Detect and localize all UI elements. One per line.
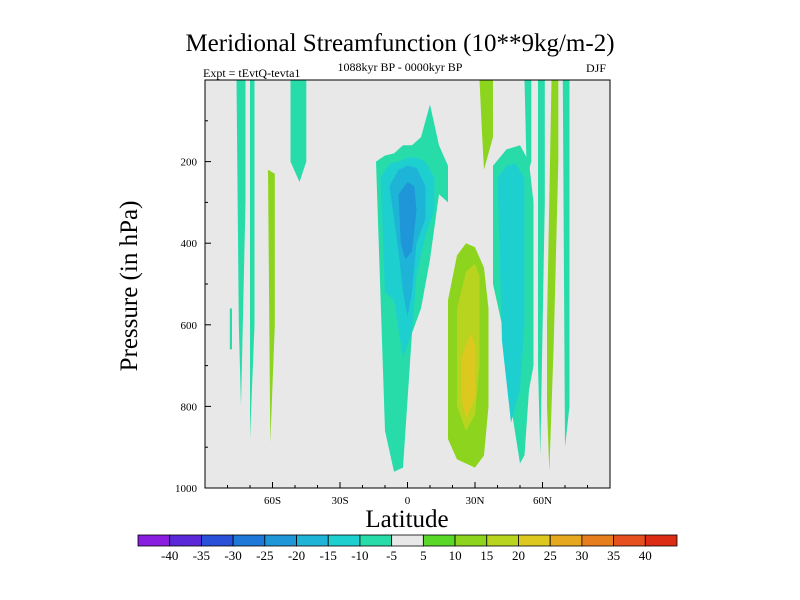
colorbar-box <box>422 534 456 547</box>
x-tick-label: 60S <box>264 495 281 507</box>
contour-nh-far-polar-negative <box>562 80 570 448</box>
colorbar: -40 -35 -30 -25 -20 -15 -10 -5 5 10 15 20 25 30 35 40 <box>137 534 678 563</box>
colorbar-box <box>327 534 361 547</box>
colorbar-label: 20 <box>512 548 525 563</box>
colorbar-label: -30 <box>224 548 241 563</box>
colorbar-box <box>644 534 678 547</box>
colorbar-label: -20 <box>288 548 305 563</box>
colorbar-box <box>581 534 614 547</box>
contour-sh-polar-negative-1 <box>236 80 246 407</box>
x-axis: 60S 30S 0 30N 60N <box>204 482 611 507</box>
colorbar-box <box>486 534 519 547</box>
y-tick-label: 1000 <box>175 483 198 495</box>
colorbar-box <box>613 534 646 547</box>
colorbar-box <box>264 534 297 547</box>
chart-subtitle: 1088kyr BP - 0000kyr BP <box>337 60 463 74</box>
colorbar-box <box>296 534 329 547</box>
colorbar-box <box>518 534 551 547</box>
colorbar-box <box>549 534 583 547</box>
contour-nh-subtropical-negative-core <box>497 163 525 423</box>
season-label: DJF <box>586 61 607 75</box>
colorbar-box <box>359 534 393 547</box>
contour-nh-polar-negative <box>538 80 545 456</box>
y-tick-label: 800 <box>181 401 198 413</box>
colorbar-label: -15 <box>320 548 337 563</box>
contour-sh-upper-negative <box>290 80 307 182</box>
x-tick-label: 30N <box>466 495 485 507</box>
contour-deep-tropical-cell-core3 <box>398 182 417 260</box>
colorbar-label: 35 <box>607 548 620 563</box>
colorbar-label: 30 <box>575 548 588 563</box>
colorbar-label: -25 <box>256 548 273 563</box>
colorbar-box <box>169 534 202 547</box>
colorbar-label: 5 <box>420 548 427 563</box>
colorbar-box <box>391 534 424 547</box>
colorbar-label: 25 <box>544 548 557 563</box>
colorbar-box <box>137 534 171 547</box>
y-tick-label: 200 <box>181 157 198 169</box>
x-tick-label: 30S <box>331 495 348 507</box>
x-axis-label: Latitude <box>365 506 448 533</box>
y-axis: 200 400 600 800 1000 <box>175 120 211 495</box>
contour-sh-polar-negative-2 <box>250 80 255 439</box>
contour-nh-positive-cell-core2 <box>461 333 475 419</box>
chart-title: Meridional Streamfunction (10**9kg/m-2) <box>185 30 615 57</box>
colorbar-label: -35 <box>193 548 210 563</box>
x-tick-label: 60N <box>533 495 552 507</box>
contour-sh-polar-positive <box>268 169 275 444</box>
contour-sh-small-negative <box>229 308 232 350</box>
experiment-label: Expt = tEvtQ-tevta1 <box>203 66 301 80</box>
colorbar-label: 15 <box>480 548 493 563</box>
colorbar-label: -5 <box>386 548 397 563</box>
colorbar-box <box>454 534 488 547</box>
colorbar-label: 40 <box>639 548 652 563</box>
colorbar-box <box>201 534 234 547</box>
x-tick-label: 0 <box>405 495 411 507</box>
colorbar-label: -10 <box>351 548 368 563</box>
contour-nh-polar-positive <box>547 80 559 472</box>
contour-nh-upper-positive <box>479 80 493 170</box>
y-axis-label: Pressure (in hPa) <box>116 201 143 372</box>
colorbar-label: 10 <box>449 548 462 563</box>
contour-nh-upper-negative <box>524 80 532 178</box>
colorbar-label: -40 <box>161 548 178 563</box>
y-tick-label: 400 <box>181 238 198 250</box>
colorbar-box <box>232 534 266 547</box>
contour-fills <box>229 80 570 472</box>
y-tick-label: 600 <box>181 320 198 332</box>
